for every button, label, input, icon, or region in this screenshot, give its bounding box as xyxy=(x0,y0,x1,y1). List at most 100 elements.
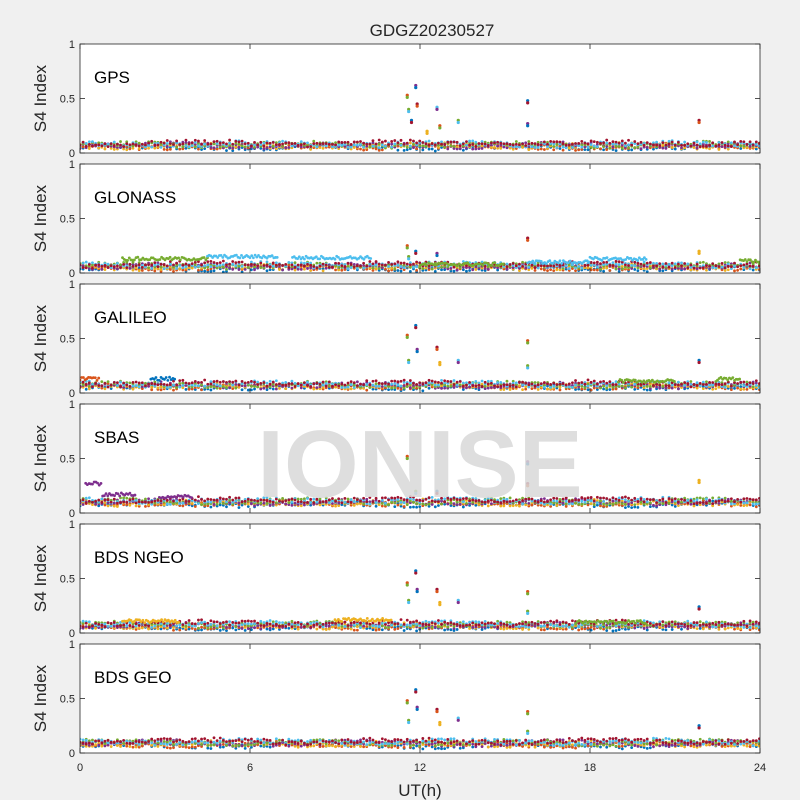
data-point xyxy=(221,263,225,267)
data-point xyxy=(178,147,182,151)
data-point xyxy=(440,381,443,385)
data-point xyxy=(571,267,574,271)
data-point xyxy=(193,143,197,146)
data-point xyxy=(215,147,219,151)
data-point xyxy=(262,264,266,267)
data-point xyxy=(461,388,465,391)
data-point xyxy=(742,266,746,269)
data-point xyxy=(502,383,506,387)
data-point xyxy=(309,263,313,267)
data-point xyxy=(340,141,344,144)
data-point xyxy=(190,387,194,391)
data-point xyxy=(739,387,743,391)
data-point xyxy=(471,139,475,143)
data-point xyxy=(686,142,690,146)
data-point xyxy=(268,268,272,272)
data-point xyxy=(162,263,166,267)
data-point xyxy=(349,263,353,266)
data-point xyxy=(726,268,730,272)
data-point xyxy=(561,148,565,152)
data-point xyxy=(733,269,736,273)
data-point xyxy=(193,260,197,264)
data-point xyxy=(521,142,524,146)
data-point xyxy=(627,143,630,147)
data-point xyxy=(758,264,760,268)
data-point xyxy=(228,382,232,386)
data-point xyxy=(637,256,641,260)
data-point xyxy=(733,261,736,265)
data-point xyxy=(253,268,256,272)
data-point xyxy=(524,266,528,270)
data-point xyxy=(670,264,674,268)
data-point xyxy=(605,260,609,264)
data-point xyxy=(377,148,381,152)
data-point xyxy=(299,383,303,387)
data-point xyxy=(754,258,757,262)
data-point xyxy=(717,382,721,386)
data-point xyxy=(736,382,740,385)
y-tick-label: 0 xyxy=(69,148,75,160)
data-point xyxy=(221,141,225,145)
data-point xyxy=(159,142,163,146)
data-point xyxy=(748,381,752,385)
data-point xyxy=(287,266,291,270)
data-point xyxy=(530,387,534,391)
data-point xyxy=(362,261,366,265)
data-point xyxy=(271,141,275,144)
data-point xyxy=(655,140,658,144)
data-point xyxy=(723,143,727,147)
data-point xyxy=(692,383,696,386)
data-point xyxy=(418,386,422,390)
data-point xyxy=(278,141,281,144)
data-point xyxy=(396,380,400,384)
data-point xyxy=(729,267,733,271)
data-point xyxy=(412,265,415,269)
data-point xyxy=(200,263,203,267)
data-point xyxy=(424,140,428,144)
data-point xyxy=(380,143,384,147)
data-point xyxy=(739,144,743,148)
data-point xyxy=(427,147,431,151)
data-point xyxy=(745,385,749,388)
data-point xyxy=(521,388,524,392)
spike-point xyxy=(435,253,439,258)
data-point xyxy=(321,269,325,273)
data-point xyxy=(165,385,169,389)
data-point xyxy=(178,385,182,389)
data-point xyxy=(150,267,154,270)
data-point xyxy=(611,142,615,146)
data-point xyxy=(271,382,275,386)
data-point xyxy=(193,382,197,386)
data-point xyxy=(131,384,135,388)
data-point xyxy=(723,261,727,264)
data-point xyxy=(103,147,107,151)
data-point xyxy=(256,383,260,386)
data-point xyxy=(452,379,456,382)
data-point xyxy=(736,268,740,272)
data-point xyxy=(390,142,394,146)
data-point xyxy=(256,385,260,389)
data-point xyxy=(518,143,521,147)
data-point xyxy=(221,265,225,269)
data-point xyxy=(567,382,571,386)
data-point xyxy=(723,266,727,270)
data-point xyxy=(720,265,724,269)
data-point xyxy=(617,267,621,271)
data-point xyxy=(234,379,238,383)
data-point xyxy=(627,146,630,150)
data-point xyxy=(125,142,129,146)
data-point xyxy=(518,145,521,149)
data-point xyxy=(614,387,618,391)
data-point xyxy=(109,146,113,150)
data-point xyxy=(748,145,752,148)
data-point xyxy=(546,387,549,391)
data-point xyxy=(175,139,179,143)
data-point xyxy=(219,253,223,257)
data-point xyxy=(159,385,163,389)
data-point xyxy=(240,270,244,273)
data-point xyxy=(608,269,612,272)
data-point xyxy=(701,380,705,384)
data-point xyxy=(705,382,708,386)
data-point xyxy=(377,142,381,146)
data-point xyxy=(225,265,228,269)
